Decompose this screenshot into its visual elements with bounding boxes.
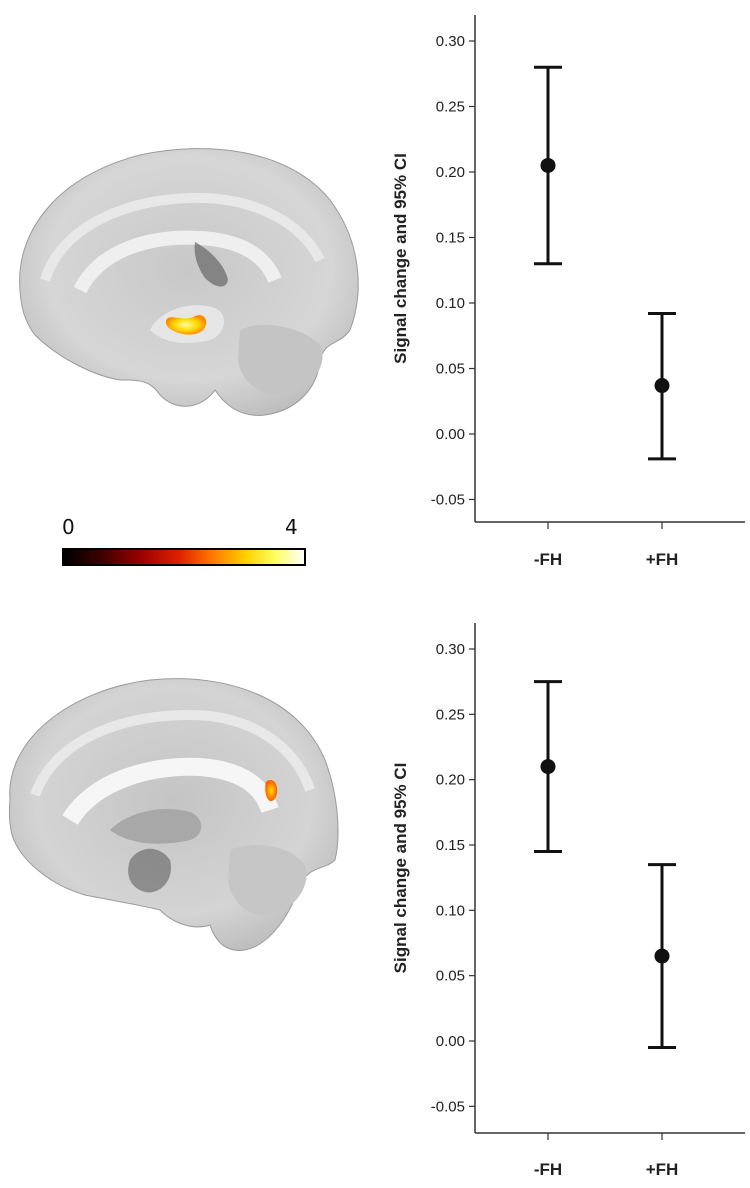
brain-slice-top [19,148,359,416]
y-tick-label: 0.20 [436,164,465,181]
data-point [540,157,556,173]
activation-cluster [165,315,207,335]
x-tick-label: -FH [534,550,562,569]
y-axis-label: Signal change and 95% CI [391,153,410,364]
y-tick-label: 0.10 [436,295,465,312]
data-point [654,378,670,394]
y-tick-label: 0.30 [436,641,465,658]
y-tick-label: -0.05 [431,1098,465,1115]
chart-top: 0.30 0.25 0.20 0.15 0.10 0.05 0.00 -0.05 Signal … [391,15,745,569]
y-tick-label: 0.15 [436,230,465,247]
data-point [540,759,556,775]
y-tick-label: 0.25 [436,99,465,116]
y-tick-label: 0.20 [436,772,465,789]
colorbar-gradient [62,548,306,566]
x-tick-label: -FH [534,1160,562,1179]
data-point [654,948,670,964]
y-tick-label: 0.25 [436,706,465,723]
colorbar-min-label: 0 [62,515,75,539]
y-tick-label: 0.00 [436,426,465,443]
y-tick-label: 0.05 [436,968,465,985]
y-tick-label: -0.05 [431,492,465,509]
colorbar: 0 4 [60,510,310,570]
y-tick-label: 0.30 [436,33,465,50]
colorbar-max-label: 4 [285,515,298,539]
chart-bottom: 0.30 0.25 0.20 0.15 0.10 0.05 0.00 -0.05 Signal … [391,623,745,1179]
y-tick-label: 0.15 [436,837,465,854]
y-axis-label: Signal change and 95% CI [391,763,410,974]
y-tick-label: 0.00 [436,1033,465,1050]
x-tick-label: +FH [646,550,679,569]
y-tick-label: 0.05 [436,361,465,378]
x-tick-label: +FH [646,1160,679,1179]
y-tick-label: 0.10 [436,902,465,919]
activation-cluster [265,780,278,802]
brain-slice-bottom [8,678,339,951]
